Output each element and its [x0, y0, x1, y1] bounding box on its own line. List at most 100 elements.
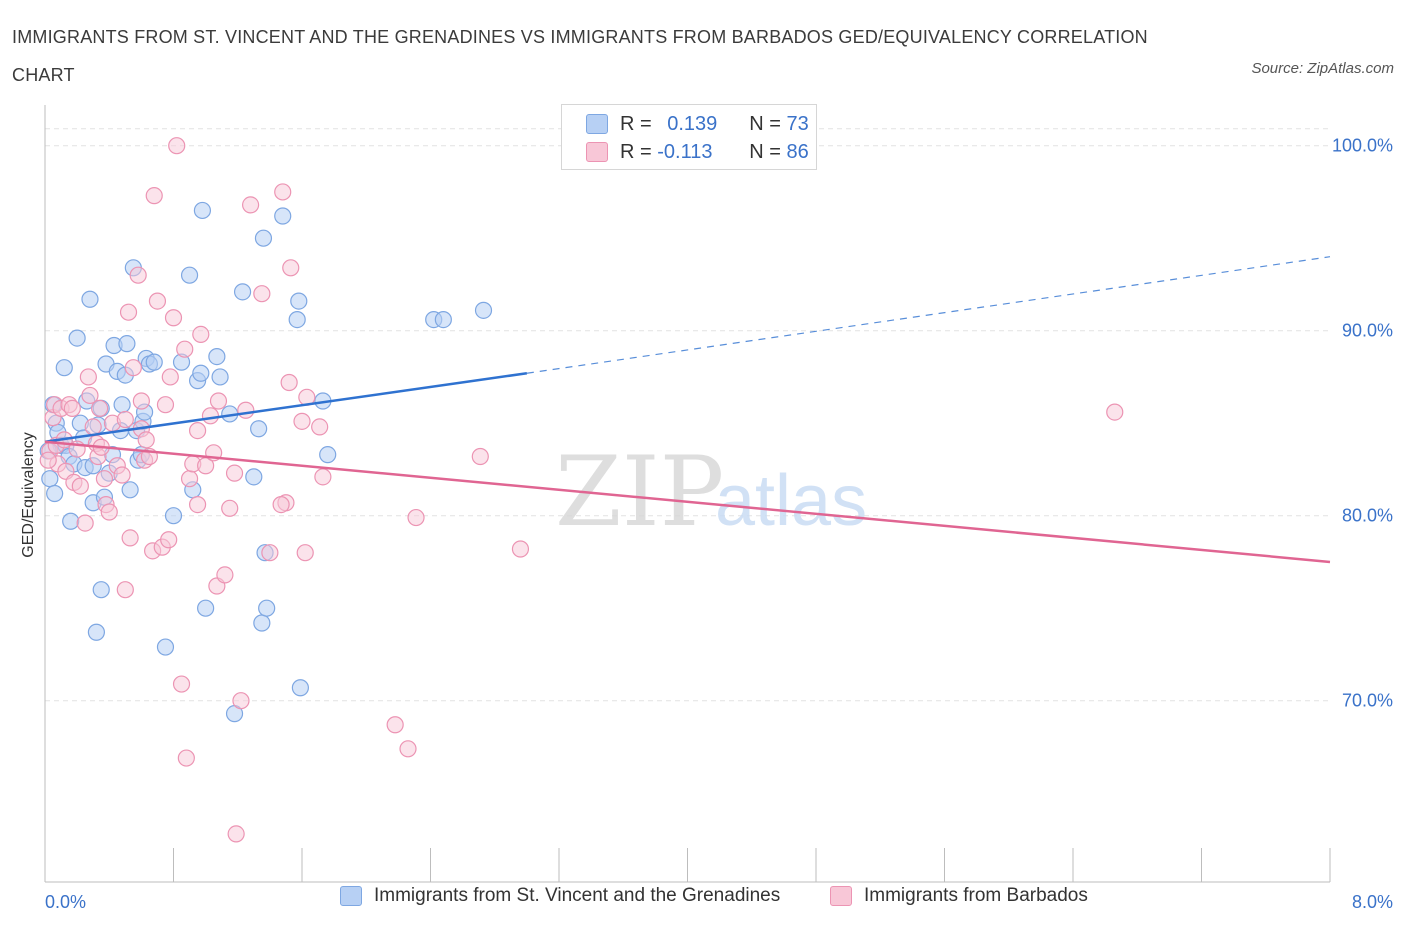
pink-point — [176, 340, 194, 358]
pink-point — [188, 422, 207, 440]
blue-point — [145, 353, 163, 371]
pink-point — [293, 412, 311, 430]
blue-point — [62, 512, 80, 530]
blue-point — [319, 446, 337, 464]
blue-point — [258, 599, 276, 617]
y-tick-label: 100.0% — [1332, 136, 1393, 156]
y-tick-label: 70.0% — [1342, 691, 1393, 711]
pink-point — [192, 325, 210, 343]
trend-lines — [44, 256, 1331, 564]
pink-point — [221, 499, 239, 517]
pink-point — [95, 470, 114, 488]
blue-point — [55, 359, 73, 377]
pink-point — [168, 137, 186, 155]
blue-swatch — [586, 114, 608, 134]
blue-trend-line — [44, 372, 528, 443]
pink-point — [84, 418, 102, 436]
pink-point — [311, 418, 329, 436]
pink-point — [407, 508, 425, 527]
pink-r-label: R = — [620, 140, 658, 163]
pink-point — [296, 544, 314, 562]
blue-point — [274, 207, 292, 225]
blue-point — [290, 292, 308, 310]
blue-point — [197, 599, 215, 617]
pink-point — [100, 503, 118, 521]
blue-point — [245, 468, 263, 486]
pink-point — [145, 187, 163, 205]
blue-point — [250, 420, 268, 438]
pink-point — [76, 514, 94, 532]
pink-point — [180, 470, 199, 488]
blue-point — [68, 329, 86, 347]
pink-point — [124, 359, 142, 377]
pink-point — [188, 496, 207, 514]
legend-item-pink[interactable]: Immigrants from Barbados — [830, 885, 1088, 907]
blue-point — [288, 311, 306, 329]
pink-point — [280, 373, 298, 392]
pink-point — [132, 392, 150, 410]
pink-point — [79, 368, 97, 386]
pink-point — [129, 266, 147, 284]
pink-point — [261, 544, 279, 562]
watermark: ZIP atlas — [555, 436, 867, 548]
blue-point — [253, 614, 271, 632]
blue-n-value: 73 — [786, 112, 809, 135]
pink-swatch — [586, 142, 608, 162]
pink-point — [209, 392, 228, 410]
pink-point — [237, 401, 255, 419]
pink-r-value: -0.113 — [657, 140, 713, 163]
pink-point — [314, 468, 332, 486]
pink-point — [227, 825, 245, 843]
blue-point — [211, 368, 229, 386]
chart-legend: Immigrants from St. Vincent and the Gren… — [0, 885, 1406, 919]
blue-point — [474, 301, 493, 319]
chart-title: IMMIGRANTS FROM ST. VINCENT AND THE GREN… — [12, 27, 1148, 85]
blue-point — [208, 348, 226, 366]
blue-point — [180, 266, 199, 284]
blue-point — [41, 470, 59, 488]
pink-point — [282, 259, 300, 277]
pink-point — [471, 447, 489, 466]
pink-point — [113, 466, 131, 484]
legend-pink-label: Immigrants from Barbados — [864, 885, 1088, 906]
blue-point — [192, 364, 210, 382]
y-tick-label: 90.0% — [1342, 321, 1393, 341]
source-note: Source: ZipAtlas.com — [1251, 60, 1394, 77]
blue-point — [164, 507, 183, 525]
tick-labels: 70.0% 80.0% 90.0% 100.0% 0.0% 8.0% — [45, 136, 1393, 912]
pink-point — [160, 531, 178, 549]
pink-point — [225, 464, 244, 482]
pink-n-value: 86 — [786, 140, 809, 163]
x-tick-label: 0.0% — [45, 892, 86, 912]
pink-point — [272, 496, 290, 514]
blue-point — [434, 311, 452, 329]
pink-point — [39, 451, 57, 469]
x-tick-label: 8.0% — [1352, 892, 1393, 912]
pink-n-label: N = — [749, 140, 787, 163]
blue-point — [121, 481, 139, 499]
pink-point — [253, 285, 271, 303]
pink-point — [161, 368, 179, 386]
pink-point — [156, 396, 175, 414]
legend-item-blue[interactable]: Immigrants from St. Vincent and the Gren… — [340, 885, 780, 907]
stat-row-blue: R = 0.139 N = 73 — [586, 110, 809, 138]
blue-point — [81, 290, 99, 308]
blue-point — [156, 638, 175, 656]
pink-point — [91, 399, 109, 417]
pink-point — [119, 303, 138, 321]
blue-point — [46, 484, 64, 503]
pink-point — [148, 292, 167, 310]
blue-point — [113, 396, 131, 414]
pink-point — [242, 196, 260, 214]
blue-point — [193, 201, 212, 220]
pink-point — [121, 529, 139, 547]
blue-r-value: 0.139 — [667, 112, 718, 135]
correlation-stats-box: R = 0.139 N = 73 R = -0.113 N = 86 — [561, 104, 817, 170]
blue-point — [92, 581, 110, 599]
legend-blue-label: Immigrants from St. Vincent and the Gren… — [374, 885, 781, 906]
axes — [44, 105, 1331, 883]
legend-pink-swatch — [830, 886, 852, 906]
blue-point — [87, 623, 106, 641]
pink-point — [63, 399, 81, 417]
